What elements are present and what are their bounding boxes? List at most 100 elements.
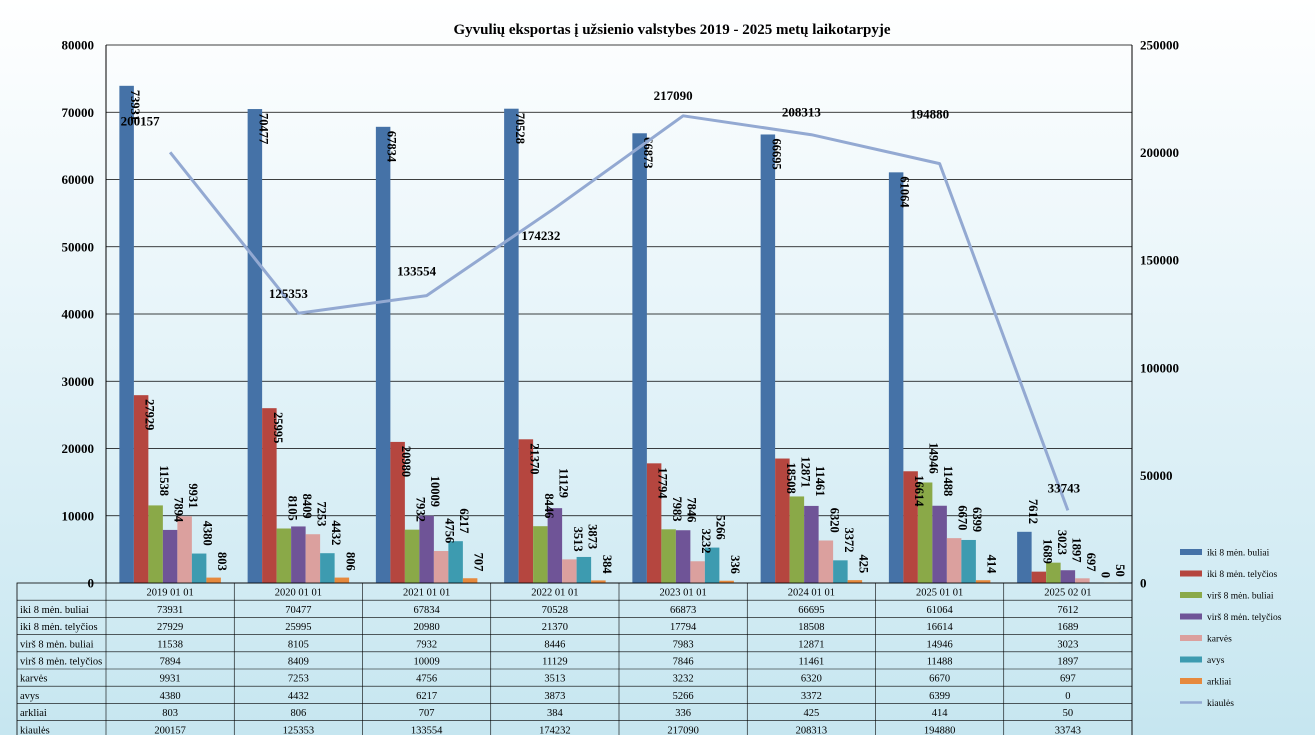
line-value-label: 33743	[1048, 480, 1081, 495]
line-value-label: 125353	[269, 286, 309, 301]
bar	[334, 577, 350, 583]
bar-value-label: 25995	[271, 412, 285, 443]
legend-swatch	[1180, 678, 1202, 684]
table-cell: 336	[675, 708, 691, 719]
bar-value-label: 7253	[314, 501, 328, 526]
table-cell: 18508	[798, 622, 824, 633]
bar	[433, 551, 449, 583]
table-cell: 4380	[160, 691, 181, 702]
bar	[760, 134, 776, 583]
bar	[375, 126, 391, 584]
bar-value-label: 803	[215, 552, 229, 571]
table-cell: 3232	[673, 674, 694, 685]
bar-value-label: 3372	[842, 528, 856, 553]
bar	[888, 172, 904, 583]
table-cell: 8446	[544, 639, 565, 650]
bar	[903, 471, 918, 583]
legend-label: iki 8 mėn. buliai	[1207, 549, 1270, 559]
bar-value-label: 70528	[513, 113, 527, 144]
bar	[547, 508, 563, 583]
bar	[961, 539, 976, 583]
table-cell: 803	[162, 708, 178, 719]
y-tick-label: 30000	[62, 374, 95, 389]
table-cell: 6399	[929, 691, 950, 702]
table-cell: 11461	[798, 657, 824, 668]
table-cell: 70528	[542, 605, 568, 616]
legend-label: iki 8 mėn. telyčios	[1207, 570, 1277, 580]
table-row-label: karvės	[20, 674, 47, 685]
table-cell: 3873	[544, 691, 565, 702]
bar-value-label: 50	[1113, 564, 1127, 577]
table-cell: 7894	[160, 657, 182, 668]
table-cell: 7846	[673, 657, 694, 668]
line-series	[168, 114, 1070, 511]
table-cell: 17794	[670, 622, 697, 633]
bar	[591, 580, 606, 583]
bar	[404, 529, 420, 583]
table-cell: 425	[804, 708, 820, 719]
table-row-label: iki 8 mėn. telyčios	[20, 622, 98, 633]
table-cell: 10009	[414, 657, 440, 668]
table-cell: 27929	[157, 622, 183, 633]
bar-value-label: 11461	[813, 466, 827, 497]
line-value-label: 194880	[910, 107, 949, 122]
table-cell: 73931	[157, 605, 183, 616]
table-cell: 7983	[673, 639, 694, 650]
bar	[690, 561, 705, 583]
bar	[448, 541, 463, 583]
y2-tick-label: 250000	[1140, 38, 1179, 53]
table-header-cell: 2022 01 01	[531, 588, 578, 599]
table-header-cell: 2021 01 01	[403, 588, 450, 599]
legend-label: arkliai	[1207, 678, 1232, 688]
table-row-label: kiaulės	[20, 725, 50, 735]
line-value-label: 174232	[521, 228, 560, 243]
table-cell: 6320	[801, 674, 822, 685]
table-cell: 414	[932, 708, 949, 719]
table-cell: 0	[1065, 691, 1070, 702]
y2-tick-label: 150000	[1140, 253, 1179, 268]
y-tick-label: 20000	[62, 441, 95, 456]
legend-label: virš 8 mėn. telyčios	[1207, 613, 1282, 623]
bar-value-label: 4380	[201, 521, 215, 546]
bars	[119, 85, 1119, 584]
bar	[1046, 562, 1061, 583]
legend-swatch	[1180, 613, 1202, 620]
bar-value-label: 697	[1084, 553, 1098, 572]
legend-label: virš 8 mėn. buliai	[1207, 592, 1274, 602]
table-cell: 3513	[544, 674, 565, 685]
bar	[119, 85, 134, 583]
bar-value-label: 10009	[428, 476, 442, 507]
legend-swatch	[1180, 570, 1202, 577]
bar	[804, 505, 819, 583]
table-row-label: arkliai	[20, 708, 47, 719]
bar-value-label: 414	[985, 555, 999, 575]
table-cell: 7253	[288, 674, 309, 685]
bar-value-label: 336	[728, 555, 742, 574]
table-cell: 11538	[157, 639, 183, 650]
table-cell: 61064	[927, 605, 954, 616]
chart-title: Gyvulių eksportas į užsienio valstybes 2…	[453, 22, 890, 38]
y2-tick-label: 0	[1140, 576, 1147, 591]
bar	[632, 133, 647, 584]
bar	[162, 529, 178, 583]
bar-value-label: 6320	[827, 508, 841, 533]
plot-grid	[106, 44, 1132, 584]
bar-value-label: 17794	[656, 467, 670, 499]
bar	[191, 553, 207, 583]
bar	[847, 580, 863, 583]
table-cell: 1689	[1057, 622, 1078, 633]
bar-value-label: 16614	[912, 475, 926, 507]
bar	[148, 505, 163, 583]
y-tick-label: 10000	[62, 508, 95, 523]
table-header-cell: 2020 01 01	[275, 588, 322, 599]
bar-value-label: 70477	[256, 113, 270, 144]
table-cell: 70477	[285, 605, 311, 616]
bar-value-label: 9931	[186, 483, 200, 508]
table-cell: 9931	[160, 674, 181, 685]
legend-label: kiaulės	[1207, 699, 1234, 709]
bar-value-label: 4432	[329, 520, 343, 545]
table-cell: 133554	[411, 725, 443, 735]
bar-value-label: 11538	[157, 465, 171, 496]
bar	[562, 559, 577, 583]
